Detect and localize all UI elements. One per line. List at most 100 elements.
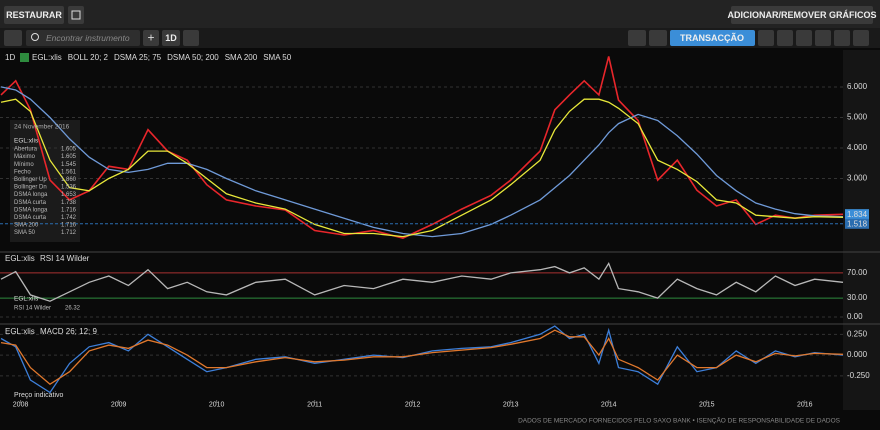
search-box[interactable] xyxy=(26,30,140,46)
y-tick-label: 30.00 xyxy=(847,293,868,302)
add-remove-button[interactable] xyxy=(731,6,873,24)
x-tick-label: 2012 xyxy=(405,401,421,408)
legend-entry: EGL:xlis xyxy=(32,53,62,62)
add-remove-label: ADICIONAR/REMOVER GRÁFICOS xyxy=(727,10,876,20)
add-icon: + xyxy=(147,31,154,45)
tooltip-label: Abertura xyxy=(14,147,38,153)
series-line xyxy=(0,325,844,394)
tooltip-label: RSI 14 Wilder xyxy=(14,306,51,312)
series-line xyxy=(0,329,844,386)
draw-button[interactable] xyxy=(649,30,667,46)
tooltip-label: SMA 50 xyxy=(14,230,36,236)
legend-entry: SMA 200 xyxy=(225,53,258,62)
tooltip-value: 1.742 xyxy=(61,215,77,221)
zoom-button[interactable] xyxy=(796,30,812,46)
x-tick-label: 2015 xyxy=(699,401,715,408)
search-icon xyxy=(31,33,39,41)
interval-label: 1D xyxy=(165,33,177,43)
price-flag xyxy=(845,218,869,229)
add-button[interactable] xyxy=(143,30,159,46)
series-line xyxy=(0,98,844,238)
price-flag xyxy=(845,209,869,220)
x-tick-label: 2008 xyxy=(13,401,29,408)
snapshot-button[interactable] xyxy=(834,30,850,46)
tooltip-value: 26.32 xyxy=(65,306,81,312)
tooltip-label: Mínimo xyxy=(14,162,34,168)
panel-interval: 1D xyxy=(5,53,15,62)
tooltip-label: Bollinger Dn xyxy=(14,185,47,191)
tooltip-value: 1.605 xyxy=(61,154,77,160)
panel-indicator: MACD 26; 12; 9 xyxy=(40,327,97,336)
popout-button[interactable] xyxy=(68,6,84,24)
tooltip-box xyxy=(10,120,80,242)
x-tick-label: 2011 xyxy=(307,401,322,408)
tooltip-value: 1.716 xyxy=(61,223,77,229)
tooltip-label: DSMA curta xyxy=(14,215,47,221)
crosshair-button[interactable] xyxy=(758,30,774,46)
y-tick-label: 0.00 xyxy=(847,312,863,321)
series-line xyxy=(0,56,844,239)
indicator-button[interactable] xyxy=(628,30,646,46)
tooltip-label: DSMA longa xyxy=(14,207,48,213)
panel-indicator: RSI 14 Wilder xyxy=(40,254,90,263)
scale-button[interactable] xyxy=(777,30,793,46)
y-tick-label: 70.00 xyxy=(847,268,868,277)
tooltip-label: Bollinger Up xyxy=(14,177,47,183)
tooltip-value: 1.860 xyxy=(61,177,77,183)
y-tick-label: 0.000 xyxy=(847,350,868,359)
interval-button[interactable] xyxy=(162,30,180,46)
y-tick-label: 0.250 xyxy=(847,329,868,338)
panel-instrument: EGL:xlis xyxy=(5,327,35,336)
link-button[interactable] xyxy=(4,30,22,46)
y-tick-label: 6.000 xyxy=(847,82,868,91)
footer: DADOS DE MERCADO FORNECIDOS PELO SAXO BA… xyxy=(518,416,841,425)
tooltip-label: Máximo xyxy=(14,154,36,160)
tooltip-value: 1.561 xyxy=(61,169,77,175)
x-tick-label: 2013 xyxy=(503,401,519,408)
trade-label: TRANSACÇÃO xyxy=(680,33,744,43)
tooltip-date: 24 November 2016 xyxy=(14,124,70,131)
price-flag-label: 1.518 xyxy=(847,219,868,228)
x-tick-label: 2016 xyxy=(797,401,813,408)
axis-area xyxy=(843,50,880,410)
price-flag-label: 1.834 xyxy=(847,210,868,219)
panel-instrument: EGL:xlis xyxy=(5,254,35,263)
legend-entry: BOLL 20; 2 xyxy=(68,53,109,62)
tooltip-value: 1.605 xyxy=(61,147,77,153)
instrument-badge xyxy=(20,53,29,62)
x-tick-label: 2009 xyxy=(111,401,127,408)
tooltip-value: 1.545 xyxy=(61,162,77,168)
y-tick-label: 5.000 xyxy=(847,113,868,122)
legend-entry: DSMA 50; 200 xyxy=(167,53,219,62)
tooltip-instrument: EGL:xlis xyxy=(14,296,39,303)
refresh-button[interactable] xyxy=(815,30,831,46)
popout-icon xyxy=(71,10,81,20)
tooltip-label: DSMA longa xyxy=(14,192,48,198)
tooltip-value: 1.653 xyxy=(61,192,77,198)
tooltip-value: 1.536 xyxy=(61,185,77,191)
series-line xyxy=(0,86,844,238)
restore-label: RESTAURAR xyxy=(6,10,62,20)
annotation: Preço indicativo xyxy=(14,392,64,399)
tooltip-label: SMA 200 xyxy=(14,223,39,229)
legend-entry: DSMA 25; 75 xyxy=(114,53,162,62)
tooltip-label: Fecho xyxy=(14,169,31,175)
settings-button[interactable] xyxy=(853,30,869,46)
y-tick-label: 4.000 xyxy=(847,143,868,152)
y-tick-label: 3.000 xyxy=(847,174,868,183)
chart-type-button[interactable] xyxy=(183,30,199,46)
y-tick-label: -0.250 xyxy=(847,371,870,380)
tooltip-instrument: EGL:xlis xyxy=(14,138,39,145)
trade-button[interactable] xyxy=(670,30,755,46)
tooltip-label: DSMA curta xyxy=(14,200,47,206)
tooltip-value: 1.712 xyxy=(61,230,77,236)
x-tick-label: 2010 xyxy=(209,401,225,408)
search-placeholder: Encontrar instrumento xyxy=(46,33,130,43)
x-tick-label: 2014 xyxy=(601,401,617,408)
tooltip-value: 1.716 xyxy=(61,207,77,213)
tooltip-value: 1.738 xyxy=(61,200,77,206)
legend-entry: SMA 50 xyxy=(263,53,292,62)
restore-button[interactable] xyxy=(4,6,64,24)
